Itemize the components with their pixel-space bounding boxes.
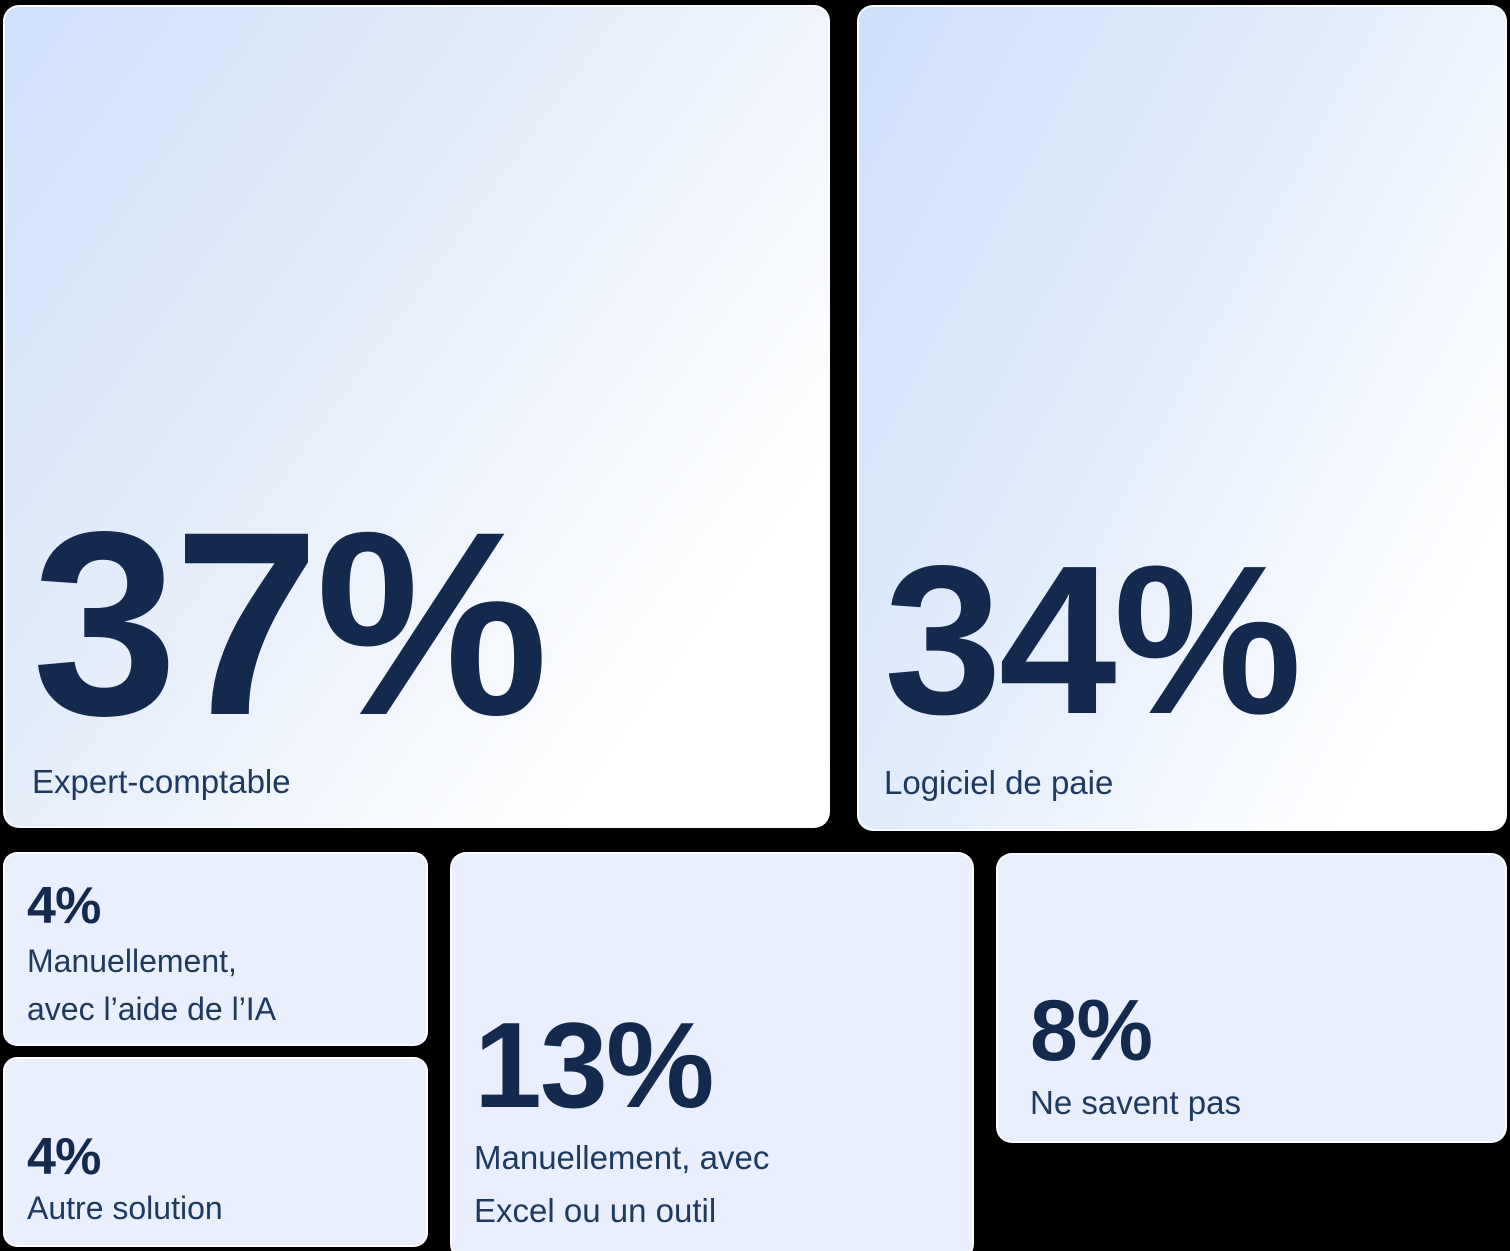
card-manuellement-ia: 4% Manuellement, avec l’aide de l’IA	[3, 852, 428, 1046]
card-manuellement-excel: 13% Manuellement, avec Excel ou un outil	[450, 852, 974, 1251]
value-autre-solution: 4%	[27, 1128, 101, 1187]
label-line: Manuellement, avec	[474, 1139, 770, 1177]
value-manuellement-ia: 4%	[27, 877, 101, 935]
label-line: Logiciel de paie	[884, 764, 1114, 802]
label-line: Ne savent pas	[1030, 1084, 1241, 1122]
label-manuellement-excel: Manuellement, avec Excel ou un outil	[474, 1132, 769, 1238]
label-expert-comptable: Expert-comptable	[32, 761, 291, 804]
label-line: Excel ou un outil	[474, 1192, 717, 1230]
label-manuellement-ia: Manuellement, avec l’aide de l’IA	[27, 937, 276, 1033]
card-autre-solution: 4% Autre solution	[3, 1057, 428, 1247]
label-line: Expert-comptable	[32, 763, 291, 801]
label-line: Autre solution	[27, 1190, 223, 1227]
label-line: avec l’aide de l’IA	[27, 991, 277, 1027]
value-manuellement-excel: 13%	[474, 997, 715, 1134]
card-ne-savent-pas: 8% Ne savent pas	[996, 853, 1507, 1143]
label-line: Manuellement,	[27, 943, 237, 979]
card-expert-comptable: 37% Expert-comptable	[3, 5, 830, 828]
label-autre-solution: Autre solution	[27, 1186, 223, 1231]
value-logiciel-de-paie: 34%	[884, 521, 1302, 759]
card-logiciel-de-paie: 34% Logiciel de paie	[857, 5, 1507, 831]
label-logiciel-de-paie: Logiciel de paie	[884, 762, 1113, 805]
value-expert-comptable: 37%	[32, 477, 549, 771]
label-ne-savent-pas: Ne savent pas	[1030, 1082, 1241, 1125]
value-ne-savent-pas: 8%	[1030, 983, 1153, 1080]
